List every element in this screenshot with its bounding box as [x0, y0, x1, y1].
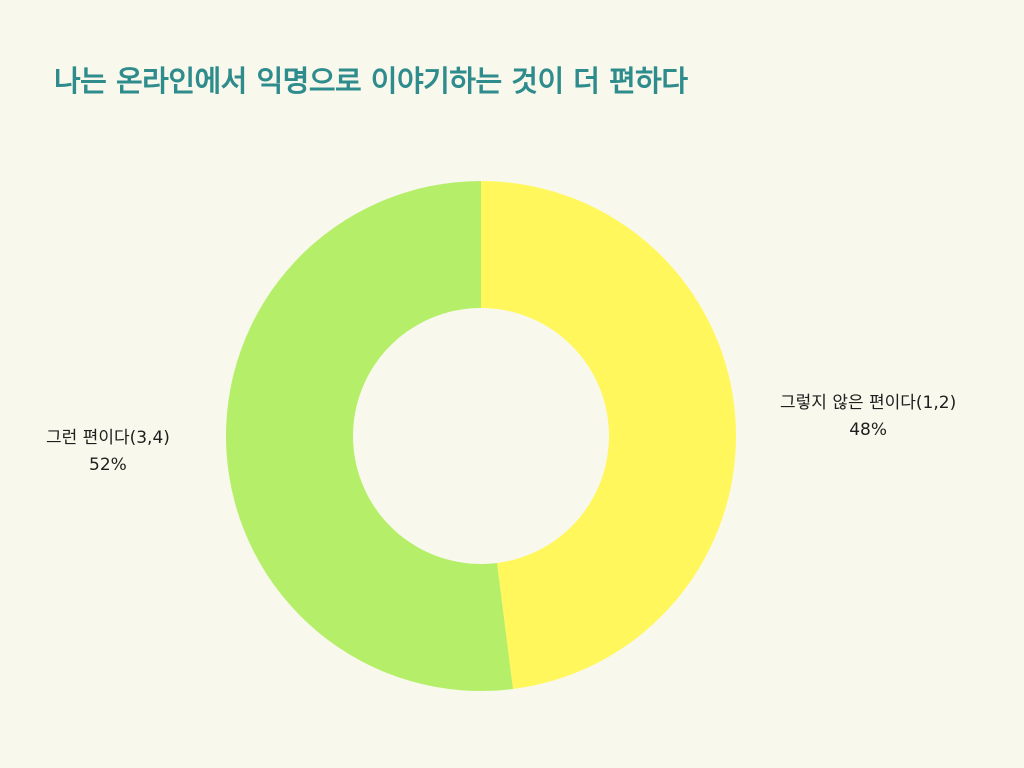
slice-value-label: 52%: [89, 455, 127, 475]
slice-label-agree: 그런 편이다(3,4) 52%: [46, 425, 170, 479]
slice-label-text: 그렇지 않은 편이다(1,2): [780, 393, 957, 413]
slice-not-agree: [481, 181, 737, 689]
slice-label-not-agree: 그렇지 않은 편이다(1,2) 48%: [780, 390, 956, 444]
chart-title: 나는 온라인에서 익명으로 이야기하는 것이 더 편하다: [54, 64, 688, 98]
slice-agree: [226, 181, 513, 691]
slice-label-text: 그런 편이다(3,4): [46, 428, 170, 448]
slice-value-label: 48%: [849, 420, 888, 440]
